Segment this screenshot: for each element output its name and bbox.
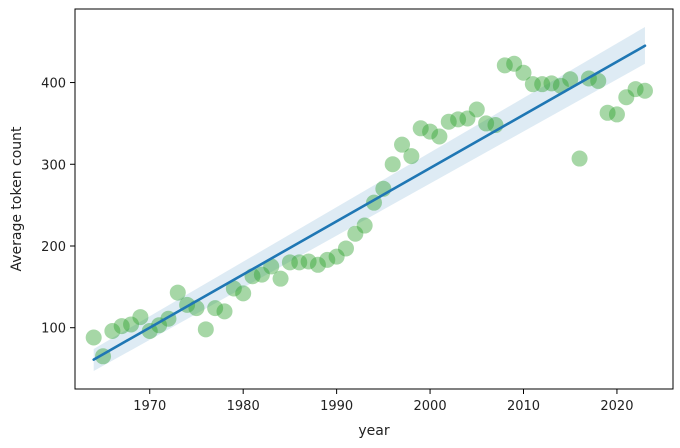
- scatter-point: [552, 77, 569, 94]
- scatter-point: [534, 76, 551, 93]
- scatter-point: [104, 322, 121, 339]
- scatter-point: [356, 217, 373, 234]
- scatter-point: [169, 284, 186, 301]
- scatter-point: [599, 104, 616, 121]
- plot-frame: [74, 8, 674, 390]
- scatter-point: [216, 303, 233, 320]
- x-tick-label: 2020: [600, 399, 633, 414]
- y-tick-label: 200: [41, 240, 66, 255]
- scatter-point: [608, 106, 625, 123]
- scatter-point: [636, 82, 653, 99]
- scatter-point: [394, 136, 411, 153]
- scatter-point: [197, 321, 214, 338]
- axes: 1970 1980 1990 2000 2010 2020 100 200 300 400: [41, 8, 674, 414]
- x-tick-label: 1970: [133, 399, 166, 414]
- scatter-point: [403, 148, 420, 165]
- x-tick-label: 2010: [507, 399, 540, 414]
- scatter-point: [422, 123, 439, 140]
- scatter-point: [347, 225, 364, 242]
- scatter-point: [431, 128, 448, 145]
- scatter-point: [253, 266, 270, 283]
- y-tick-label: 400: [41, 77, 66, 92]
- scatter-point: [627, 81, 644, 98]
- x-tick-label: 1980: [227, 399, 260, 414]
- scatter-point: [319, 251, 336, 268]
- scatter-point: [450, 111, 467, 128]
- scatter-point: [272, 270, 289, 287]
- scatter-point: [478, 115, 495, 132]
- scatter-point: [468, 101, 485, 118]
- confidence-band: [93, 26, 645, 372]
- scatter-point: [412, 120, 429, 137]
- scatter-point: [562, 71, 579, 88]
- scatter-point: [141, 322, 158, 339]
- scatter-point: [235, 285, 252, 302]
- scatter-point: [225, 280, 242, 297]
- scatter-point: [524, 76, 541, 93]
- scatter-point: [309, 256, 326, 273]
- confidence-band-layer: [93, 26, 645, 372]
- scatter-point: [515, 64, 532, 81]
- scatter-point: [132, 309, 149, 326]
- scatter-point: [543, 75, 560, 92]
- regression-line-layer: [92, 44, 647, 361]
- x-tick-label: 2000: [414, 399, 447, 414]
- scatter-point: [281, 254, 298, 271]
- scatter-point: [85, 329, 102, 346]
- scatter-point: [459, 110, 476, 127]
- x-tick-label: 1990: [320, 399, 353, 414]
- y-tick-label: 100: [41, 322, 66, 337]
- scatter-point: [571, 150, 588, 167]
- scatter-point: [496, 57, 513, 74]
- regression-line: [92, 44, 647, 361]
- scatter-point: [384, 156, 401, 173]
- scatter-point: [123, 316, 140, 333]
- scatter-point: [328, 248, 345, 265]
- x-axis-label: year: [358, 423, 389, 439]
- scatter-point: [337, 240, 354, 257]
- scatter-point: [618, 89, 635, 106]
- scatter-point: [113, 318, 130, 335]
- y-tick-label: 300: [41, 158, 66, 173]
- scatter-point: [506, 55, 523, 72]
- scatter-point: [263, 258, 280, 275]
- y-axis-label: Average token count: [9, 126, 25, 272]
- scatter-point: [207, 300, 224, 317]
- scatter-point: [440, 113, 457, 130]
- scatter-point: [590, 72, 607, 89]
- scatter-points-layer: [85, 55, 653, 365]
- scatter-point: [291, 254, 308, 271]
- scatter-point: [300, 253, 317, 270]
